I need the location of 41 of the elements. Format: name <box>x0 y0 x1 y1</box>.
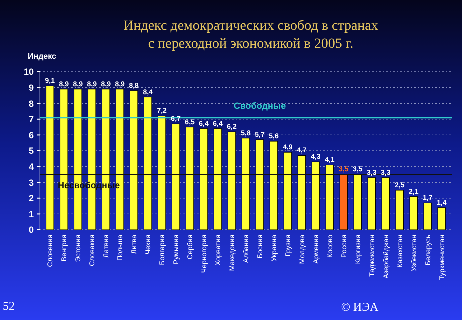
bar <box>270 141 278 230</box>
bar <box>368 178 376 230</box>
bar <box>46 86 54 230</box>
chart-title: Индекс демократических свобод в странах <box>124 19 378 34</box>
bar <box>228 132 236 230</box>
y-tick-label: 10 <box>24 67 34 78</box>
bar <box>130 90 138 230</box>
bar <box>312 162 320 230</box>
bar <box>144 97 152 230</box>
text: 52 <box>3 299 15 313</box>
y-tick-label: 2 <box>28 194 34 204</box>
y-tick-label: 5 <box>28 146 34 156</box>
bar <box>298 155 306 230</box>
bar <box>172 124 180 230</box>
bar <box>410 196 418 230</box>
y-tick-label: 3 <box>28 178 34 188</box>
bar <box>326 164 334 230</box>
bar <box>424 202 432 230</box>
chart-subtitle: с переходной экономикой в 2005 г. <box>148 37 354 52</box>
bar <box>438 208 446 230</box>
bar <box>158 116 166 230</box>
ref-line-label: Свободные <box>234 100 286 111</box>
y-tick-label: 9 <box>28 82 34 93</box>
y-tick-label: 0 <box>28 225 34 236</box>
bar <box>354 174 362 230</box>
bar <box>340 174 348 230</box>
y-tick-label: 6 <box>28 130 34 140</box>
bar <box>242 138 250 230</box>
bar <box>214 128 222 230</box>
y-tick-label: 7 <box>28 114 34 125</box>
bar <box>256 140 264 230</box>
y-tick-label: 8 <box>28 98 34 109</box>
bar <box>382 178 390 230</box>
bar <box>186 127 194 230</box>
y-tick-label: 4 <box>28 162 34 172</box>
bar <box>396 190 404 230</box>
y-tick-label: 1 <box>28 209 34 220</box>
bar <box>200 128 208 230</box>
y-axis-title: Индекс <box>28 52 58 61</box>
text: © ИЭА <box>341 300 380 314</box>
bar <box>284 152 292 230</box>
